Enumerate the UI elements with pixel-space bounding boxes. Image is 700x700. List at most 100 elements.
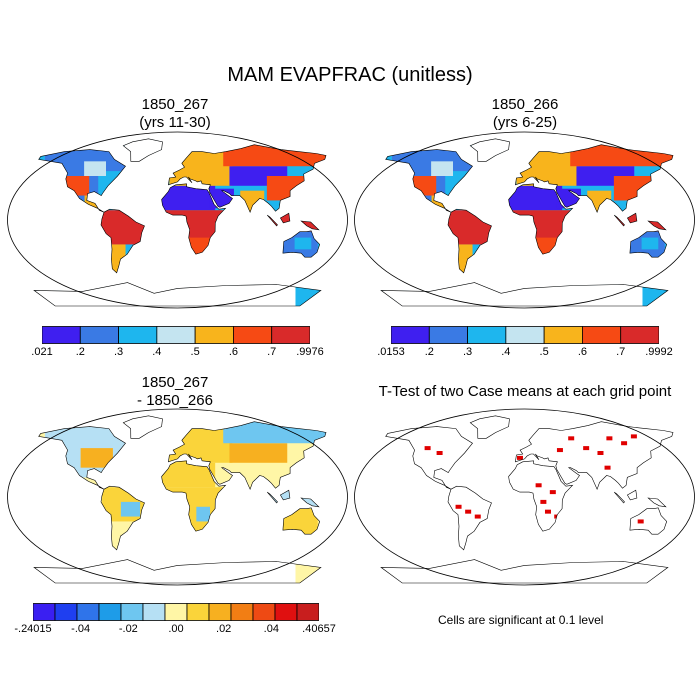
map-2-coastline-indonesia1 [613,214,625,227]
colorbar-panel-2 [391,326,659,344]
colorbar-3-label-6: .40657 [302,623,336,635]
map-1-region-3 [84,161,107,176]
map-3-coastline-greenland [122,415,163,439]
map-3-coastline-samerica [100,485,145,551]
map-4-significant-cell-11 [597,451,604,455]
colorbar-labels-panel-2: .0153 .2 .3 .4 .5 .6 .7 .9992 [377,346,673,360]
map-3-coastline-antarctica [33,559,322,584]
colorbar-1-label-6: .7 [267,346,277,358]
map-3-region-8 [158,487,224,532]
map-4-significant-cell-3 [465,509,472,514]
map-4-significant-cell-6 [544,509,551,514]
map-4-significant-cell-9 [568,436,575,441]
map-3-region-11 [282,508,318,537]
colorbar-3-label-5: .04 [263,623,279,635]
colorbar-2-box-0 [391,326,430,344]
map-4-coastline-antarctica [380,559,669,584]
colorbar-2-label-4: .5 [539,346,549,358]
colorbar-3-box-6 [164,603,188,621]
map-1-region-10 [188,237,210,255]
colorbar-labels-panel-3: -.24015 -.04 -.02 .00 .02 .04 .40657 [14,623,335,637]
map-4-coastline-greenland [469,415,510,439]
map-1-region-5 [100,210,145,245]
map-3-coastline-indonesia2 [279,489,291,501]
map-1-coastline-antarctica [33,282,322,307]
panel-1-title: 1850_267 (yrs 11-30) [75,96,275,132]
colorbar-3-label-1: -.04 [71,623,91,635]
map-1-coastline-samerica [100,208,145,274]
colorbar-2-label-7: .9992 [645,346,673,358]
panel-1-title-line2: (yrs 11-30) [139,114,211,131]
map-1-region-19 [34,278,296,306]
map-1-coastline-namerica [38,149,126,213]
panel-2-title: 1850_266 (yrs 6-25) [425,96,625,132]
map-4-significant-cell-5 [540,499,547,504]
map-4-significant-cell-4 [474,514,481,519]
map-1-region-15 [240,190,265,213]
map-1-coastline-eurasia [168,144,327,213]
map-3-region-1 [80,448,113,468]
colorbar-3-label-2: -.02 [118,623,138,635]
colorbar-3-box-0 [33,603,56,621]
map-2-coastline-indonesia2 [626,212,638,224]
map-panel-1 [7,131,348,309]
map-3-region-10 [267,489,324,509]
colorbar-panel-3 [33,603,319,621]
colorbar-labels-panel-1: .021 .2 .3 .4 .5 .6 .7 .9976 [31,346,323,360]
panel-1-title-line1: 1850_267 [141,96,209,113]
map-2-region-15 [587,190,612,213]
map-4-coastline-namerica [385,426,473,490]
map-2-region-6 [454,244,473,274]
colorbar-3-box-7 [186,603,210,621]
map-2-coastline-samerica [447,208,492,274]
map-1-region-13 [223,143,326,167]
panel-3-title-line2: - 1850_266 [137,392,213,409]
map-3-region-12 [34,555,296,583]
colorbar-3-box-11 [274,603,298,621]
map-1-coastline-africa [161,183,227,255]
panel-3-title-line1: 1850_267 [141,374,209,391]
map-2-region-5 [447,210,492,245]
map-panel-2 [354,131,695,309]
colorbar-3-box-2 [76,603,100,621]
colorbar-1-label-1: .2 [75,346,85,358]
map-2-border [354,131,695,309]
colorbar-2-label-0: .0153 [377,346,405,358]
map-2-region-19 [381,278,643,306]
map-1-region-16 [267,212,324,232]
map-4-significant-cell-12 [606,436,613,441]
colorbar-3-box-5 [142,603,166,621]
map-2-coastline-australia [629,230,668,258]
map-4-coastline-newguinea [647,497,667,508]
map-3-region-7 [223,420,326,444]
map-3-coastline-namerica [38,426,126,490]
panel-2-title-line2: (yrs 6-25) [492,114,558,131]
map-4-significant-cell-16 [535,483,542,488]
colorbar-1-box-5 [233,326,273,344]
map-4-significant-cell-18 [604,465,611,470]
colorbar-2-box-3 [505,326,545,344]
map-1-coastline-australia [282,230,321,258]
map-2-region-1 [412,176,437,196]
colorbar-1-label-4: .5 [190,346,200,358]
map-3-region-3 [120,501,141,517]
colorbar-2-box-4 [543,326,583,344]
colorbar-2-box-6 [620,326,659,344]
map-4-significant-cell-13 [621,441,628,446]
map-4-coastline-africa [508,460,574,532]
colorbar-1-box-0 [42,326,81,344]
map-3-border [7,408,348,586]
colorbar-2-label-3: .4 [501,346,511,358]
colorbar-1-label-3: .4 [152,346,162,358]
panel-2-title-line1: 1850_266 [491,96,559,113]
map-4-coastline-samerica [447,485,492,551]
colorbar-2-label-6: .7 [616,346,626,358]
map-4-significant-cell-1 [436,451,443,455]
map-2-region-13 [570,143,673,167]
colorbar-3-box-1 [54,603,78,621]
map-panel-3 [7,408,348,586]
map-4-border [354,408,695,586]
colorbar-1-box-2 [118,326,158,344]
colorbar-3-box-12 [296,603,319,621]
map-1-coastline-newguinea [300,220,320,231]
